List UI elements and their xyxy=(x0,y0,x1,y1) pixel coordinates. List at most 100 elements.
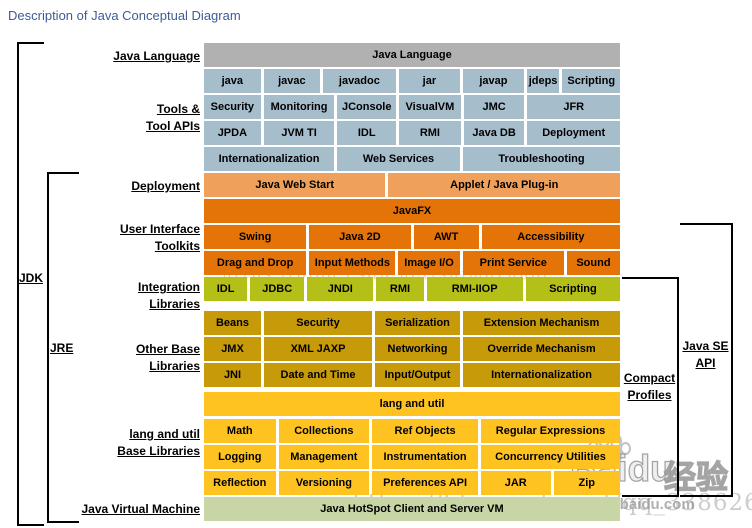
diagram-row: JMX XML JAXP Networking Override Mechanism xyxy=(204,337,620,361)
label-lang-and-util-base-libraries[interactable]: lang and util Base Libraries xyxy=(117,427,200,458)
cell-security: Security xyxy=(264,311,372,335)
diagram-row: Security Monitoring JConsole VisualVM JMC JFR xyxy=(204,95,620,119)
cell-javadoc: javadoc xyxy=(323,69,396,93)
cell-swing: Swing xyxy=(204,225,307,249)
bracket-jre xyxy=(47,172,79,523)
label-jdk[interactable]: JDK xyxy=(19,271,44,285)
cell-jni: JNI xyxy=(204,363,261,387)
cell-visualvm: VisualVM xyxy=(399,95,461,119)
diagram-row: Beans Security Serialization Extension Mech… xyxy=(204,311,620,335)
diagram-row: JavaFX xyxy=(204,199,620,223)
cell-internationalization: Internationalization xyxy=(463,363,620,387)
cell-beans: Beans xyxy=(204,311,261,335)
cell-reflection: Reflection xyxy=(204,471,276,495)
label-java-se-api[interactable]: Java SE API xyxy=(682,339,729,370)
cell-math: Math xyxy=(204,419,276,443)
cell-jndi: JNDI xyxy=(307,277,374,301)
cell-jmx: JMX xyxy=(204,337,261,361)
cell-jconsole: JConsole xyxy=(337,95,397,119)
cell-versioning: Versioning xyxy=(278,471,370,495)
cell-input-methods: Input Methods xyxy=(309,251,396,275)
label-java-language[interactable]: Java Language xyxy=(113,49,200,63)
label-tools-tool-apis[interactable]: Tools & Tool APIs xyxy=(146,102,200,133)
cell-print-service: Print Service xyxy=(462,251,564,275)
baidu-logo-cn: 经验 xyxy=(663,458,729,495)
bracket-compact-profiles xyxy=(622,277,679,497)
diagram-row: Java Web Start Applet / Java Plug-in xyxy=(204,173,620,197)
label-java-virtual-machine[interactable]: Java Virtual Machine xyxy=(81,502,201,516)
cell-zip: Zip xyxy=(553,471,620,495)
cell-javac: javac xyxy=(263,69,321,93)
diagram-row: JPDA JVM TI IDL RMI Java DB Deployment xyxy=(204,121,620,145)
cell-awt: AWT xyxy=(413,225,479,249)
cell-troubleshooting: Troubleshooting xyxy=(463,147,620,171)
cell-networking: Networking xyxy=(375,337,460,361)
cell-java-language: Java Language xyxy=(204,43,620,67)
cell-applet-java-plug-in: Applet / Java Plug-in xyxy=(388,173,620,197)
cell-jpda: JPDA xyxy=(204,121,261,145)
cell-drag-and-drop: Drag and Drop xyxy=(204,251,307,275)
cell-input-output: Input/Output xyxy=(375,363,460,387)
diagram-row: Java HotSpot Client and Server VM xyxy=(204,497,620,521)
diagram-row: Internationalization Web Services Troubles… xyxy=(204,147,620,171)
cell-java-hotspot-client-and-server-vm: Java HotSpot Client and Server VM xyxy=(204,497,620,521)
cell-security: Security xyxy=(204,95,261,119)
diagram-row: lang and util xyxy=(204,392,620,416)
diagram-row: Math Collections Ref Objects Regular Expres… xyxy=(204,419,621,443)
diagram-row: Reflection Versioning Preferences API JAR Zi… xyxy=(204,471,620,495)
cell-regular-expressions: Regular Expressions xyxy=(480,419,621,443)
cell-idl: IDL xyxy=(204,277,248,301)
cell-javap: javap xyxy=(463,69,524,93)
cell-accessibility: Accessibility xyxy=(481,225,620,249)
cell-rmi: RMI xyxy=(376,277,424,301)
bracket-jdk xyxy=(17,42,44,526)
cell-deployment: Deployment xyxy=(527,121,620,145)
cell-javafx: JavaFX xyxy=(204,199,620,223)
cell-monitoring: Monitoring xyxy=(263,95,335,119)
cell-internationalization: Internationalization xyxy=(204,147,334,171)
diagram-row: Drag and Drop Input Methods Image I/O Print… xyxy=(204,251,620,275)
cell-rmi: RMI xyxy=(399,121,461,145)
cell-java-2d: Java 2D xyxy=(309,225,411,249)
cell-ref-objects: Ref Objects xyxy=(372,419,478,443)
diagram-row: IDL JDBC JNDI RMI RMI-IIOP Scripting xyxy=(204,277,621,301)
cell-jdbc: JDBC xyxy=(250,277,305,301)
label-jre[interactable]: JRE xyxy=(50,341,74,355)
page-title: Description of Java Conceptual Diagram xyxy=(8,8,241,23)
cell-idl: IDL xyxy=(337,121,397,145)
cell-serialization: Serialization xyxy=(375,311,460,335)
cell-logging: Logging xyxy=(204,445,276,469)
cell-concurrency-utilities: Concurrency Utilities xyxy=(480,445,621,469)
cell-jmc: JMC xyxy=(463,95,525,119)
label-other-base-libraries[interactable]: Other Base Libraries xyxy=(135,342,200,373)
cell-java-web-start: Java Web Start xyxy=(204,173,386,197)
cell-instrumentation: Instrumentation xyxy=(372,445,478,469)
cell-java-db: Java DB xyxy=(463,121,525,145)
label-deployment[interactable]: Deployment xyxy=(131,179,200,193)
cell-web-services: Web Services xyxy=(337,147,460,171)
cell-image-i-o: Image I/O xyxy=(398,251,460,275)
cell-jvm-ti: JVM TI xyxy=(263,121,335,145)
diagram-row: Swing Java 2D AWT Accessibility xyxy=(204,225,620,249)
cell-rmi-iiop: RMI-IIOP xyxy=(426,277,523,301)
cell-xml-jaxp: XML JAXP xyxy=(264,337,372,361)
cell-jfr: JFR xyxy=(527,95,620,119)
diagram-row: Logging Management Instrumentation Concurre… xyxy=(204,445,621,469)
cell-java: java xyxy=(204,69,261,93)
cell-override-mechanism: Override Mechanism xyxy=(463,337,620,361)
cell-date-and-time: Date and Time xyxy=(264,363,372,387)
cell-management: Management xyxy=(278,445,370,469)
label-compact-profiles[interactable]: Compact Profiles xyxy=(623,371,676,402)
diagram-row: JNI Date and Time Input/Output Internationa… xyxy=(204,363,620,387)
cell-jar: JAR xyxy=(480,471,551,495)
diagram-row: java javac javadoc jar javap jdeps Scripting xyxy=(204,69,620,93)
bracket-java-se-api xyxy=(680,223,733,497)
cell-preferences-api: Preferences API xyxy=(372,471,478,495)
label-integration-libraries[interactable]: Integration Libraries xyxy=(138,280,200,311)
cell-collections: Collections xyxy=(278,419,370,443)
cell-jdeps: jdeps xyxy=(526,69,560,93)
cell-scripting: Scripting xyxy=(525,277,621,301)
label-user-interface-toolkits[interactable]: User Interface Toolkits xyxy=(119,222,200,253)
cell-scripting: Scripting xyxy=(562,69,620,93)
